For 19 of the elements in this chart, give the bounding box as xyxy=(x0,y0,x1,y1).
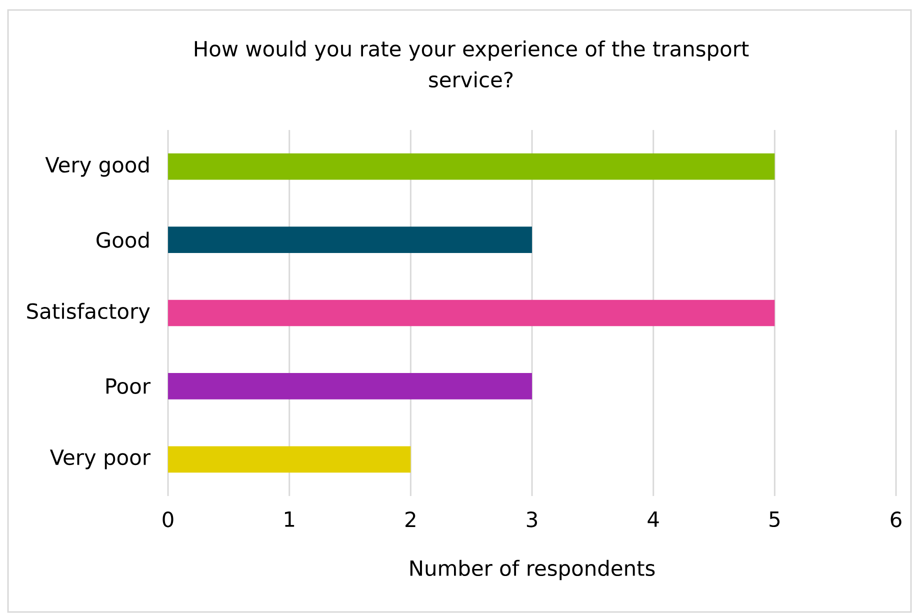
y-tick-label: Very poor xyxy=(50,450,150,470)
x-tick-label: 1 xyxy=(284,512,294,527)
y-tick-label: Very good xyxy=(45,156,149,177)
x-tick-label: 6 xyxy=(890,512,902,528)
x-tick-label: 5 xyxy=(770,512,780,528)
y-tick-label: Good xyxy=(96,232,149,248)
bar xyxy=(168,300,775,326)
bar xyxy=(168,446,411,473)
x-tick-label: 2 xyxy=(406,512,416,528)
x-tick-label: 3 xyxy=(526,512,537,528)
y-tick-label: Satisfactory xyxy=(27,302,150,324)
x-tick-label: 4 xyxy=(648,512,659,527)
y-tick-label: Poor xyxy=(106,378,151,394)
chart-title: How would you rate your experience of the transport service? xyxy=(194,40,749,88)
x-tick-label: 0 xyxy=(162,512,174,528)
bar xyxy=(168,373,532,400)
bar xyxy=(168,153,775,180)
x-axis-title: Number of respondents xyxy=(410,560,655,580)
bar xyxy=(168,226,532,253)
